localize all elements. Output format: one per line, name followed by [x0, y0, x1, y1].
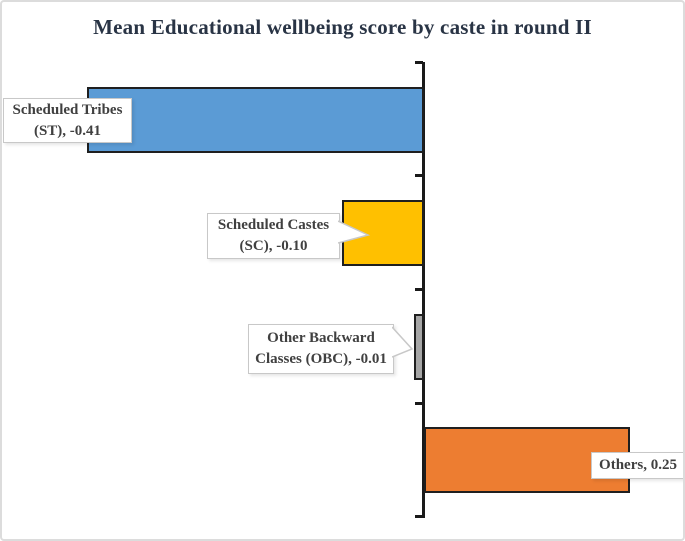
bar-scheduled-castes — [341, 200, 424, 266]
data-label-text: Others, 0.25 — [599, 457, 677, 473]
axis-tick — [415, 402, 423, 405]
axis-tick — [415, 61, 423, 64]
data-label-text: Scheduled Tribes — [12, 101, 123, 118]
category-axis-line — [422, 62, 425, 518]
data-label-text: Classes (OBC), -0.01 — [255, 351, 387, 367]
axis-tick — [415, 515, 423, 518]
axis-tick — [415, 174, 423, 177]
data-label-other-backward-classes: Other Backward Classes (OBC), -0.01 — [248, 324, 394, 374]
data-label-scheduled-tribes: Scheduled Tribes (ST), -0.41 — [3, 98, 132, 143]
callout-pointer — [392, 326, 414, 358]
data-label-text: Other Backward — [267, 330, 375, 346]
data-label-text: (SC), -0.10 — [239, 238, 308, 254]
chart-title: Mean Educational wellbeing score by cast… — [93, 15, 592, 39]
data-label-scheduled-castes: Scheduled Castes (SC), -0.10 — [207, 213, 340, 259]
data-label-text: (ST), -0.41 — [33, 122, 102, 139]
data-label-text: Scheduled Castes — [217, 217, 330, 233]
data-label-others: Others, 0.25 — [591, 452, 683, 479]
axis-tick — [415, 288, 423, 291]
bar-scheduled-tribes — [86, 87, 424, 153]
bar-other-backward-classes — [414, 314, 424, 380]
bar-others — [424, 427, 630, 493]
